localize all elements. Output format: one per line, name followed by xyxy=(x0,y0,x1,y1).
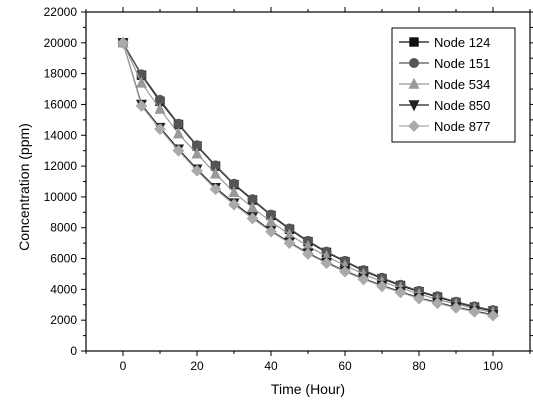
data-point xyxy=(339,265,351,278)
legend-marker xyxy=(408,120,420,132)
legend-label: Node 124 xyxy=(434,35,490,50)
data-point xyxy=(209,183,222,196)
data-point xyxy=(265,225,277,238)
y-tick-label: 4000 xyxy=(50,282,77,296)
data-point xyxy=(376,280,388,293)
y-tick-label: 8000 xyxy=(50,221,77,235)
y-tick-label: 12000 xyxy=(44,159,78,173)
y-tick-label: 14000 xyxy=(44,128,78,142)
y-tick-label: 18000 xyxy=(44,67,78,81)
data-point xyxy=(172,144,185,157)
data-point xyxy=(413,292,425,305)
legend-label: Node 850 xyxy=(434,98,490,113)
legend-item: Node 151 xyxy=(399,56,490,71)
data-point xyxy=(172,127,185,139)
y-tick-label: 2000 xyxy=(50,313,77,327)
data-point xyxy=(135,76,148,88)
x-tick-label: 60 xyxy=(338,359,352,373)
legend-item: Node 534 xyxy=(399,77,490,92)
data-point xyxy=(154,102,166,114)
y-tick-label: 22000 xyxy=(44,5,78,19)
x-tick-label: 100 xyxy=(483,359,503,373)
series-layer xyxy=(117,36,499,322)
data-point xyxy=(283,237,296,250)
data-point xyxy=(487,309,499,322)
y-tick-label: 10000 xyxy=(44,190,78,204)
data-point xyxy=(154,123,166,136)
data-point xyxy=(135,100,148,112)
legend-marker xyxy=(409,58,419,68)
data-point xyxy=(468,305,481,318)
x-tick-label: 40 xyxy=(264,359,278,373)
legend-label: Node 534 xyxy=(434,77,490,92)
y-tick-label: 6000 xyxy=(50,252,77,266)
data-point xyxy=(228,185,240,197)
y-axis-title: Concentration (ppm) xyxy=(16,123,32,251)
data-point xyxy=(302,248,314,260)
x-tick-label: 80 xyxy=(412,359,426,373)
x-tick-label: 0 xyxy=(120,359,127,373)
legend-label: Node 877 xyxy=(434,119,490,134)
x-axis-title: Time (Hour) xyxy=(271,381,345,397)
x-axis: 0 20 40 60 80 100 xyxy=(85,7,531,373)
y-tick-label: 0 xyxy=(70,344,77,358)
data-point xyxy=(246,212,259,225)
data-point xyxy=(191,164,203,177)
data-point xyxy=(246,201,259,213)
y-axis: 0 2000 4000 6000 8000 10000 12000 14000 16000 180… xyxy=(44,5,533,358)
legend-item: Node 850 xyxy=(399,98,490,113)
data-point xyxy=(228,198,240,211)
legend: Node 124 Node 151 Node 534 Node 850 Node 877 xyxy=(391,27,516,143)
legend-marker xyxy=(408,77,420,89)
data-point xyxy=(209,167,222,179)
legend-marker xyxy=(409,37,419,47)
series-node-877 xyxy=(117,36,499,322)
x-tick-label: 20 xyxy=(190,359,204,373)
data-point xyxy=(320,257,333,270)
legend-label: Node 151 xyxy=(434,56,490,71)
data-point xyxy=(117,36,129,49)
data-point xyxy=(357,273,370,286)
data-point xyxy=(394,286,407,299)
data-point xyxy=(191,147,203,159)
data-point xyxy=(431,297,444,310)
y-tick-label: 16000 xyxy=(44,97,78,111)
data-point xyxy=(450,301,462,314)
legend-item: Node 124 xyxy=(399,35,490,50)
y-tick-label: 20000 xyxy=(44,36,78,50)
legend-marker xyxy=(408,100,420,112)
legend-item: Node 877 xyxy=(399,119,490,134)
data-point xyxy=(173,118,184,129)
